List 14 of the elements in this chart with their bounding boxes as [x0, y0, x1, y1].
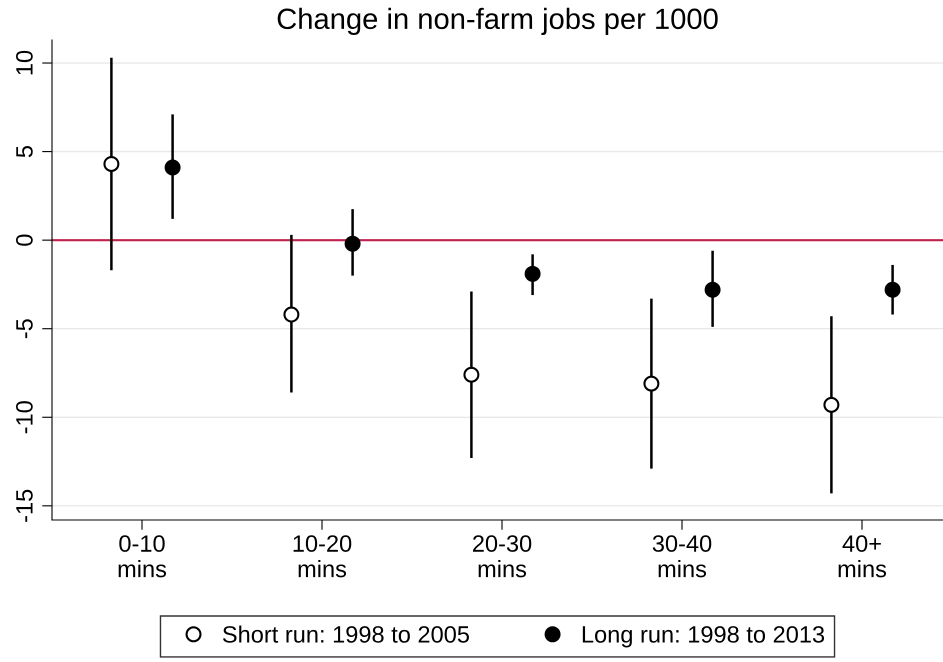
- y-tick-label: 5: [16, 146, 33, 158]
- y-tick-label: -10: [16, 401, 33, 434]
- legend-label: Long run: 1998 to 2013: [582, 626, 824, 648]
- y-tick-label: -5: [16, 319, 33, 338]
- legend-label: Short run: 1998 to 2005: [222, 625, 469, 643]
- chart-title: Change in non-farm jobs per 1000: [278, 8, 718, 35]
- x-tick-label: 40+ mins: [838, 535, 886, 578]
- y-tick-label: 10: [16, 50, 33, 74]
- x-tick-label: 0-10 mins: [118, 535, 166, 578]
- y-tick-label: -15: [16, 490, 33, 522]
- x-tick-label: 20-30 mins: [472, 535, 532, 578]
- x-tick-label: 30-40 mins: [652, 535, 712, 578]
- x-tick-label: 10-20 mins: [294, 535, 352, 578]
- y-tick-label: 0: [16, 234, 33, 246]
